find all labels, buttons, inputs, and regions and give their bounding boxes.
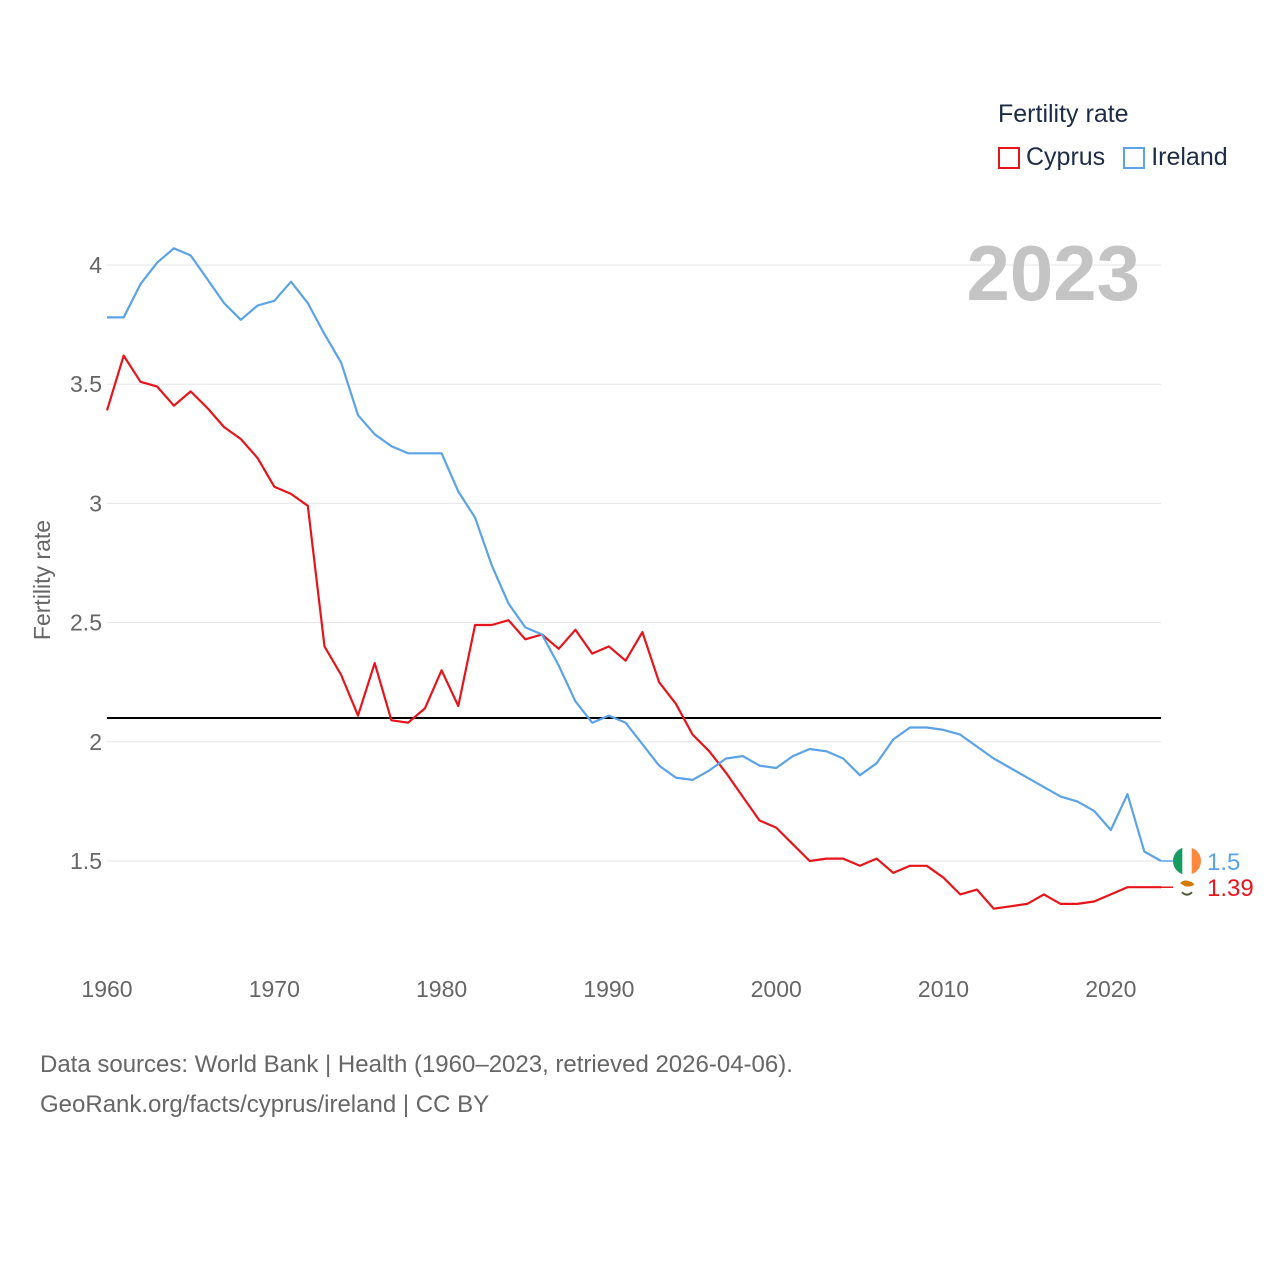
series-line-ireland[interactable] xyxy=(107,247,1162,862)
y-tick-label: 1.5 xyxy=(70,848,102,874)
source-line-1: Data sources: World Bank | Health (1960–… xyxy=(40,1051,793,1078)
end-label-cyprus: 1.39 xyxy=(1207,875,1254,902)
end-label-ireland: 1.5 xyxy=(1207,849,1240,876)
legend: Cyprus Ireland xyxy=(998,143,1228,172)
legend-swatch-ireland xyxy=(1123,146,1146,169)
x-tick-label: 1990 xyxy=(583,976,634,1002)
y-tick-label: 2 xyxy=(89,729,102,755)
y-tick-label: 2.5 xyxy=(70,610,102,636)
legend-item-ireland[interactable]: Ireland xyxy=(1123,143,1228,172)
x-axis-ticks: 1960 1970 1980 1990 2000 2010 2020 xyxy=(81,976,1136,1002)
series-lines xyxy=(105,247,1162,910)
x-tick-label: 1980 xyxy=(416,976,467,1002)
source-note: Data sources: World Bank | Health (1960–… xyxy=(40,1045,793,1125)
y-tick-label: 3 xyxy=(89,490,102,516)
series-line-cyprus[interactable] xyxy=(105,354,1161,910)
series-end-markers: 1.391.5 xyxy=(1161,847,1254,902)
gridlines xyxy=(107,264,1161,862)
x-tick-label: 1960 xyxy=(81,976,132,1002)
x-tick-label: 2000 xyxy=(751,976,802,1002)
y-axis-title: Fertility rate xyxy=(29,520,55,640)
legend-item-cyprus[interactable]: Cyprus xyxy=(998,143,1105,172)
x-tick-label: 1970 xyxy=(249,976,300,1002)
cyprus-flag-icon xyxy=(1161,873,1201,902)
legend-label-cyprus: Cyprus xyxy=(1026,143,1106,171)
y-tick-label: 3.5 xyxy=(70,371,102,397)
ireland-flag-icon xyxy=(1161,847,1201,875)
y-tick-label: 4 xyxy=(89,252,102,278)
x-tick-label: 2020 xyxy=(1085,976,1136,1002)
x-tick-label: 2010 xyxy=(918,976,969,1002)
current-year-label: 2023 xyxy=(966,229,1140,317)
source-line-2[interactable]: GeoRank.org/facts/cyprus/ireland | CC BY xyxy=(40,1091,490,1118)
legend-title: Fertility rate xyxy=(998,100,1129,128)
legend-swatch-cyprus xyxy=(998,146,1020,169)
legend-label-ireland: Ireland xyxy=(1151,143,1228,171)
y-axis-ticks: 1.5 2 2.5 3 3.5 4 xyxy=(70,252,102,874)
